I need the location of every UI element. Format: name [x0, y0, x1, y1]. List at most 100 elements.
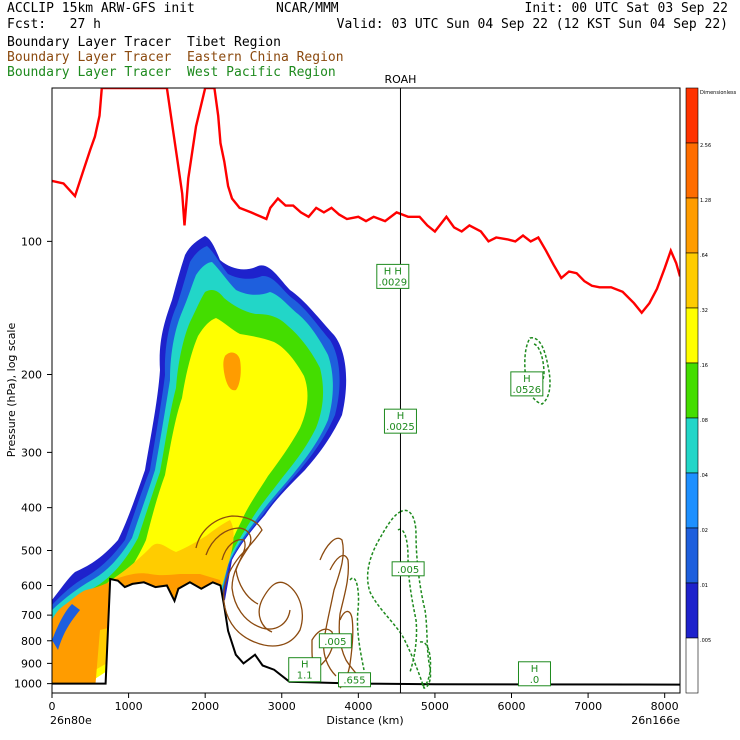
h-label-box	[288, 657, 322, 683]
h-label-value: .0526	[513, 385, 542, 396]
h-label-value: .0029	[378, 277, 407, 288]
x-tick-label: 8000	[651, 700, 679, 713]
h-label-value: .005	[397, 565, 419, 576]
header-center-line1: NCAR/MMM	[276, 1, 339, 16]
y-tick-label: 700	[21, 609, 42, 622]
x-axis-label: Distance (km)	[326, 714, 403, 727]
h-label-box	[391, 561, 425, 577]
tropopause-line	[52, 88, 680, 315]
colorbar-swatch	[685, 527, 699, 584]
colorbar-label: .02	[700, 528, 708, 534]
tracer-eastern-china: Boundary Layer Tracer Eastern China Regi…	[7, 50, 344, 65]
tracer-west-pacific-label: Boundary Layer Tracer	[7, 65, 172, 80]
y-tick-label: 900	[21, 657, 42, 670]
header-right-line1: Init: 00 UTC Sat 03 Sep 22	[524, 1, 729, 16]
h-label: H.0526	[510, 371, 544, 397]
header-left-line1: ACCLIP 15km ARW-GFS init	[7, 1, 195, 16]
colorbar-label: 1.28	[700, 198, 711, 204]
colorbar-label: .16	[700, 363, 708, 369]
endpoint-right: 26n166e	[631, 714, 680, 727]
colorbar-label: .64	[700, 253, 708, 259]
x-axis-ticks: 0 1000 2000 3000 4000 5000 6000 7000 8000	[49, 693, 679, 713]
x-tick-label: 1000	[115, 700, 143, 713]
tracer-eastern-china-region: Eastern China Region	[187, 50, 344, 65]
y-tick-label: 300	[21, 446, 42, 459]
y-tick-label: 1000	[14, 678, 42, 691]
h-label-box	[376, 263, 410, 289]
x-tick-label: 3000	[268, 700, 296, 713]
endpoint-left: 26n80e	[50, 714, 92, 727]
tracer-west-pacific: Boundary Layer Tracer West Pacific Regio…	[7, 65, 336, 80]
plot-frame	[51, 87, 681, 694]
colorbar-swatch	[685, 252, 699, 309]
shade-level-blue-strip	[52, 604, 80, 650]
y-tick-label: 400	[21, 502, 42, 515]
colorbar-swatch	[685, 142, 699, 199]
h-label-value: 1.1	[297, 671, 313, 682]
x-tick-label: 5000	[421, 700, 449, 713]
x-tick-label: 4000	[344, 700, 372, 713]
header-right-line2: Valid: 03 UTC Sun 04 Sep 22 (12 KST Sun …	[336, 17, 728, 32]
h-label-marker: H	[397, 411, 405, 422]
wp-contour-6	[533, 343, 545, 396]
colorbar-swatch	[685, 307, 699, 364]
h-label: H.0025	[383, 408, 417, 434]
colorbar-swatch	[685, 472, 699, 529]
ec-contour-3	[221, 539, 259, 605]
tracer-tibet-label: Boundary Layer Tracer	[7, 35, 172, 50]
y-tick-label: 200	[21, 369, 42, 382]
h-label-value: .005	[324, 637, 346, 648]
h-label-value: .0025	[386, 422, 415, 433]
h-label-box	[338, 672, 372, 688]
h-label-marker: H	[523, 374, 531, 385]
h-label: .005	[391, 561, 425, 577]
tracer-eastern-china-label: Boundary Layer Tracer	[7, 50, 172, 65]
colorbar-label: .005	[700, 638, 711, 644]
h-label-box	[383, 408, 417, 434]
west-pacific-contours	[349, 337, 551, 689]
colorbar: Dimensionless 2.56 1.28 .64 .32 .16 .08 .04 .02.…	[685, 87, 737, 694]
colorbar-label: .08	[700, 418, 708, 424]
roah-marker-label: ROAH	[385, 73, 417, 86]
h-label: .005	[318, 633, 352, 649]
h-label-marker: H H	[384, 266, 402, 277]
y-axis-label: Pressure (hPa), log scale	[5, 323, 18, 458]
colorbar-label: 2.56	[700, 143, 711, 149]
h-label-marker: H	[531, 664, 539, 675]
wp-contour-1	[366, 509, 432, 689]
y-axis-ticks: 100 200 300 400 500 600 700 800 900 1000	[14, 235, 52, 691]
wp-contour-5	[524, 337, 551, 405]
y-tick-label: 100	[21, 235, 42, 248]
tracer-tibet-region: Tibet Region	[187, 35, 281, 50]
colorbar-swatch	[685, 417, 699, 474]
y-tick-label: 600	[21, 580, 42, 593]
h-label-marker: H	[301, 660, 309, 671]
h-label: .655	[338, 672, 372, 688]
h-label: H1.1	[288, 657, 322, 683]
shade-level-128	[223, 352, 241, 391]
y-tick-label: 500	[21, 544, 42, 557]
colorbar-label: .04	[700, 473, 708, 479]
tracer-west-pacific-region: West Pacific Region	[187, 65, 336, 80]
h-label: H H.0029	[376, 263, 410, 289]
x-tick-label: 7000	[574, 700, 602, 713]
tracer-tibet: Boundary Layer Tracer Tibet Region	[7, 35, 281, 50]
h-label: H.0	[517, 661, 551, 687]
colorbar-label: .32	[700, 308, 708, 314]
x-tick-label: 6000	[498, 700, 526, 713]
h-label-box	[510, 371, 544, 397]
colorbar-label: .01	[700, 583, 708, 589]
colorbar-swatch	[685, 87, 699, 144]
colorbar-swatch	[685, 362, 699, 419]
h-label-value: .655	[343, 676, 365, 687]
ec-contour-1	[195, 515, 303, 647]
y-tick-label: 800	[21, 635, 42, 648]
terrain-fill	[52, 579, 680, 693]
colorbar-swatch	[685, 637, 699, 694]
x-tick-label: 0	[49, 700, 56, 713]
colorbar-swatch	[685, 582, 699, 639]
terrain-line	[52, 577, 680, 686]
h-label-box	[517, 661, 551, 687]
header-left-line2: Fcst: 27 h	[7, 17, 101, 32]
ec-contour-4	[319, 537, 344, 677]
